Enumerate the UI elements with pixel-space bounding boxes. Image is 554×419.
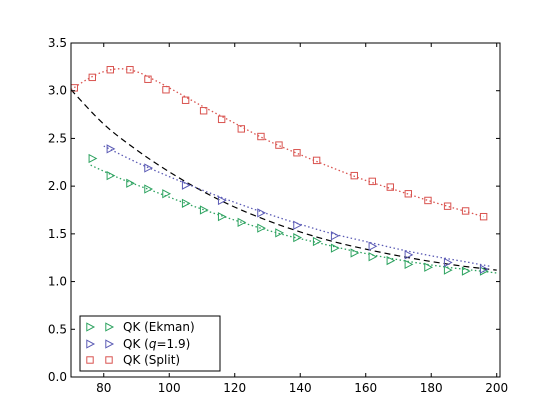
reference-curve <box>71 89 497 271</box>
data-point <box>293 220 303 230</box>
data-point <box>144 163 154 173</box>
legend-label-q: QK (q=1.9) <box>123 337 190 351</box>
data-point <box>312 236 322 247</box>
data-point <box>443 265 453 275</box>
y-tick-label: 2.0 <box>48 179 67 193</box>
y-tick-label: 1.5 <box>48 227 67 241</box>
data-point <box>162 86 170 94</box>
data-point <box>88 73 96 82</box>
data-point <box>386 183 394 191</box>
data-point <box>424 196 432 205</box>
data-point <box>237 125 245 133</box>
data-point <box>293 233 303 243</box>
legend-label-split: QK (Split) <box>123 353 180 367</box>
data-point <box>461 207 470 215</box>
data-point <box>88 153 98 164</box>
axes-frame <box>70 42 501 378</box>
data-point <box>293 149 301 157</box>
data-point <box>424 262 434 272</box>
series-fit-line <box>71 68 484 218</box>
series-fit-line <box>90 164 497 274</box>
x-tick-label: 80 <box>96 381 111 395</box>
legend-marker <box>105 339 115 349</box>
y-tick-label: 2.5 <box>48 131 67 145</box>
y-tick-label: 0.0 <box>48 370 67 384</box>
x-tick-label: 160 <box>354 381 377 395</box>
data-point <box>404 250 414 260</box>
data-point <box>181 198 191 208</box>
data-point <box>404 259 414 270</box>
data-point <box>257 223 267 233</box>
legend-label-ekman: QK (Ekman) <box>123 320 195 334</box>
data-point <box>237 217 247 228</box>
data-point <box>217 195 227 206</box>
data-point <box>443 202 452 210</box>
data-point <box>368 241 378 251</box>
series-0 <box>88 153 497 276</box>
legend-marker <box>86 356 94 364</box>
x-tick-label: 120 <box>223 381 246 395</box>
data-point <box>257 132 265 141</box>
data-point <box>257 208 267 218</box>
legend-marker <box>105 322 115 332</box>
data-point <box>330 231 340 241</box>
legend-marker <box>105 356 113 364</box>
y-tick-label: 0.5 <box>48 322 67 336</box>
x-tick-label: 180 <box>420 381 443 395</box>
data-point <box>368 177 376 186</box>
data-point <box>126 178 136 188</box>
legend-box <box>79 315 221 372</box>
data-point <box>106 144 116 154</box>
axis-ticks: 80 100 120 140 160 180 200 0.0 0.5 1.0 1.5 2.0 2.5 3.… <box>48 36 508 395</box>
data-point <box>368 252 378 262</box>
data-point <box>312 156 321 165</box>
legend-marker <box>86 339 96 349</box>
data-point <box>443 257 453 268</box>
x-tick-label: 200 <box>485 381 508 395</box>
data-point <box>275 141 283 149</box>
series-1 <box>103 144 491 274</box>
x-tick-label: 140 <box>289 381 312 395</box>
data-point <box>144 184 154 194</box>
data-point <box>106 66 114 74</box>
data-point <box>106 171 116 181</box>
data-point <box>275 228 285 238</box>
legend: QK (Ekman) QK (q=1.9) QK (Split) <box>79 315 221 372</box>
data-point <box>126 66 134 74</box>
y-tick-label: 1.0 <box>48 275 67 289</box>
data-point <box>404 190 413 198</box>
data-point <box>386 255 396 266</box>
data-point <box>479 264 489 274</box>
data-point <box>217 212 227 222</box>
data-point <box>330 243 340 253</box>
series-fit-line <box>103 145 491 267</box>
data-point <box>144 75 152 83</box>
data-point <box>162 189 172 199</box>
legend-marker <box>86 322 96 332</box>
data-point <box>199 107 208 115</box>
data-point <box>479 212 488 221</box>
x-tick-label: 100 <box>158 381 181 395</box>
data-point <box>350 171 358 180</box>
y-tick-label: 3.0 <box>48 84 67 98</box>
series-2 <box>71 66 488 221</box>
data-point <box>181 96 190 104</box>
data-point <box>181 180 191 190</box>
data-point <box>350 248 360 258</box>
y-tick-label: 3.5 <box>48 36 67 50</box>
data-point <box>217 115 226 124</box>
data-point <box>461 266 471 276</box>
data-point <box>199 205 209 215</box>
